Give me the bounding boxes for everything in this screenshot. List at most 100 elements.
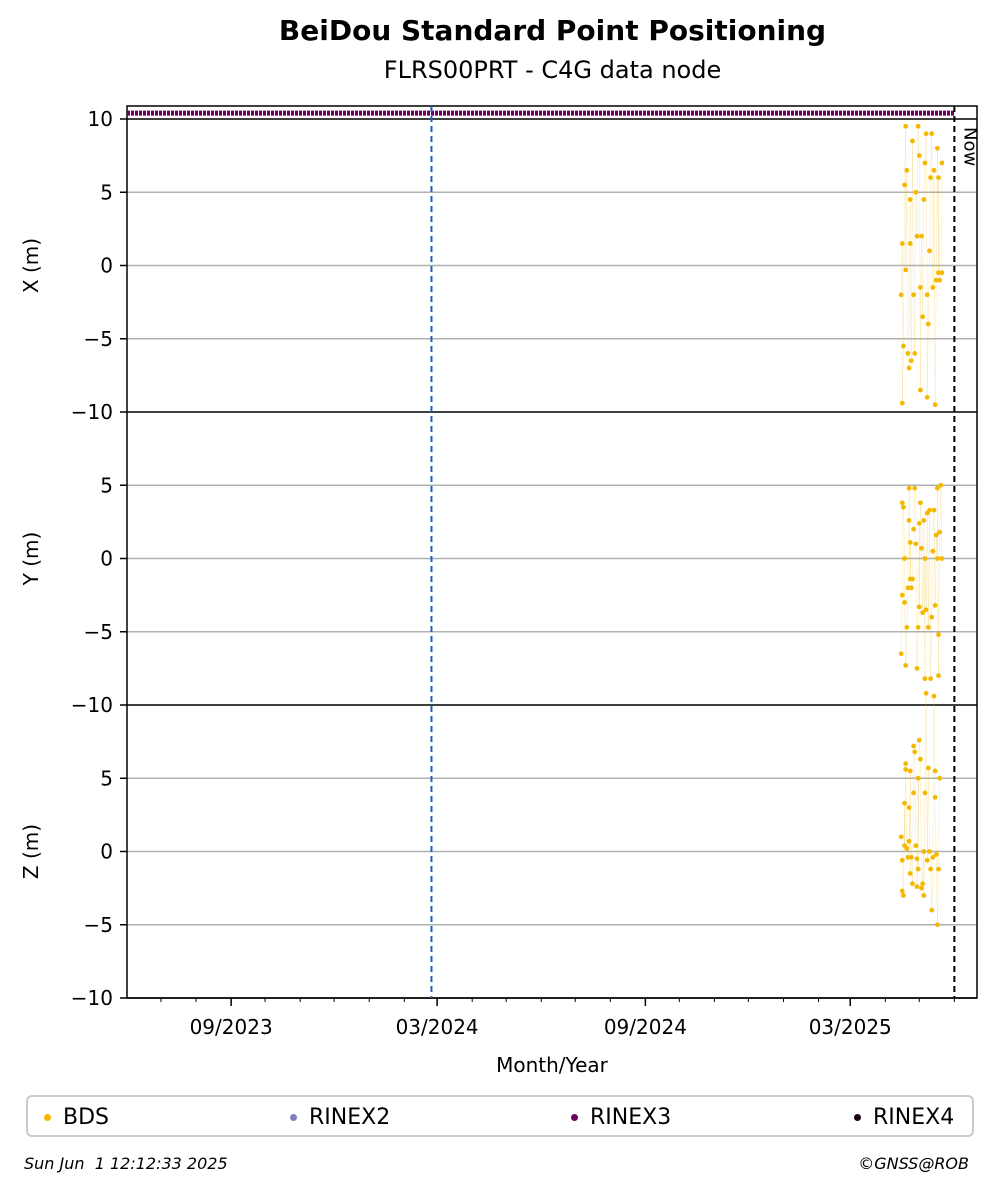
bds-point bbox=[905, 854, 911, 860]
bds-point bbox=[921, 518, 927, 523]
bds-point bbox=[928, 676, 933, 682]
bds-trace-segment bbox=[926, 513, 929, 628]
bds-point bbox=[915, 123, 921, 129]
legend-label-rinex2: RINEX2 bbox=[309, 1105, 391, 1130]
bds-trace-segment bbox=[904, 769, 906, 846]
bds-trace-segment bbox=[914, 192, 917, 354]
bds-trace-segment bbox=[909, 243, 912, 361]
bds-point bbox=[899, 400, 905, 406]
bds-point bbox=[932, 402, 938, 408]
bds-point bbox=[908, 854, 914, 860]
bds-point bbox=[936, 673, 941, 679]
bds-point bbox=[913, 541, 919, 547]
y-tick-label: −10 bbox=[71, 986, 113, 1010]
bds-trace-segment bbox=[930, 869, 933, 911]
bds-point bbox=[899, 592, 905, 598]
bds-point bbox=[906, 365, 912, 371]
bds-point bbox=[902, 800, 907, 806]
bds-point bbox=[931, 167, 937, 173]
bds-point bbox=[899, 888, 905, 894]
bds-point bbox=[922, 676, 928, 682]
bds-trace-segment bbox=[925, 513, 928, 610]
legend-marker-rinex3-icon bbox=[571, 1114, 578, 1121]
bds-point bbox=[933, 852, 939, 857]
bds-trace-segment bbox=[900, 836, 903, 861]
legend-marker-rinex4-icon bbox=[854, 1114, 861, 1121]
bds-point bbox=[908, 585, 914, 591]
bds-point bbox=[925, 624, 931, 630]
bds-point bbox=[898, 834, 904, 840]
bds-point bbox=[914, 884, 920, 890]
plot-frame bbox=[126, 105, 978, 999]
bds-trace-segment bbox=[920, 236, 922, 288]
bds-trace-segment bbox=[907, 520, 910, 588]
bds-trace-segment bbox=[907, 353, 910, 369]
bds-point bbox=[906, 485, 912, 491]
bds-point bbox=[924, 394, 930, 400]
bds-point bbox=[927, 507, 932, 513]
bds-point bbox=[916, 604, 922, 610]
bds-point bbox=[902, 182, 907, 188]
bds-trace-segment bbox=[903, 803, 905, 896]
y-tick-label: 0 bbox=[100, 254, 113, 278]
bds-trace-segment bbox=[930, 133, 933, 178]
y-tick-label: −10 bbox=[71, 400, 113, 424]
legend-marker-bds-icon bbox=[44, 1114, 51, 1121]
bds-trace-segment bbox=[918, 502, 921, 607]
y-tick-label: −5 bbox=[84, 620, 113, 644]
bds-trace-segment bbox=[929, 177, 931, 251]
bds-trace-segment bbox=[932, 170, 935, 288]
bds-trace-segment bbox=[914, 751, 917, 846]
bds-trace-segment bbox=[938, 778, 940, 870]
bds-point bbox=[931, 507, 937, 513]
bds-point bbox=[915, 775, 921, 781]
bds-trace-segment bbox=[924, 693, 927, 793]
bds-trace-segment bbox=[918, 155, 921, 391]
bds-point bbox=[925, 765, 931, 771]
bds-trace-segment bbox=[921, 548, 923, 613]
bds-trace-segment bbox=[931, 857, 934, 911]
bds-point bbox=[937, 529, 943, 535]
bds-trace-segment bbox=[915, 192, 918, 237]
bds-point bbox=[898, 292, 904, 298]
bds-trace-segment bbox=[939, 485, 942, 533]
y-tick-label: 5 bbox=[100, 180, 113, 204]
bds-point bbox=[914, 856, 920, 862]
bds-trace-segment bbox=[923, 792, 926, 896]
bds-point bbox=[907, 871, 913, 876]
bds-point bbox=[932, 602, 938, 608]
bds-point bbox=[939, 556, 945, 561]
bds-point bbox=[907, 241, 913, 246]
bds-point bbox=[911, 790, 917, 796]
bds-point bbox=[907, 197, 913, 202]
bds-point bbox=[937, 775, 943, 781]
y-axis-label: Y (m) bbox=[19, 532, 43, 587]
bds-trace-segment bbox=[928, 767, 930, 852]
chart-subtitle: FLRS00PRT - C4G data node bbox=[383, 56, 722, 84]
bds-trace-segment bbox=[935, 535, 938, 559]
bds-point bbox=[901, 504, 906, 510]
bds-trace-segment bbox=[926, 324, 929, 398]
legend-label-rinex4: RINEX4 bbox=[873, 1105, 955, 1130]
bds-trace-segment bbox=[904, 602, 906, 666]
y-axis-label: X (m) bbox=[19, 238, 43, 293]
bds-point bbox=[918, 285, 923, 290]
bds-point bbox=[929, 907, 935, 913]
legend-marker-rinex2-icon bbox=[290, 1114, 297, 1121]
bds-trace-segment bbox=[922, 199, 925, 317]
bds-trace-segment bbox=[931, 133, 934, 288]
bds-trace-segment bbox=[908, 488, 911, 580]
bds-point bbox=[934, 145, 940, 151]
bds-trace-segment bbox=[911, 857, 913, 884]
bds-point bbox=[932, 794, 938, 800]
bds-trace-segment bbox=[905, 170, 908, 270]
bds-trace-segment bbox=[912, 529, 914, 580]
bds-trace-segment bbox=[925, 133, 928, 295]
bds-point bbox=[930, 548, 936, 554]
bds-trace-segment bbox=[920, 502, 922, 549]
bds-point bbox=[936, 632, 941, 638]
bds-point bbox=[899, 241, 905, 246]
bds-point bbox=[934, 556, 940, 561]
bds-trace-segment bbox=[931, 551, 934, 618]
bds-point bbox=[911, 526, 917, 532]
